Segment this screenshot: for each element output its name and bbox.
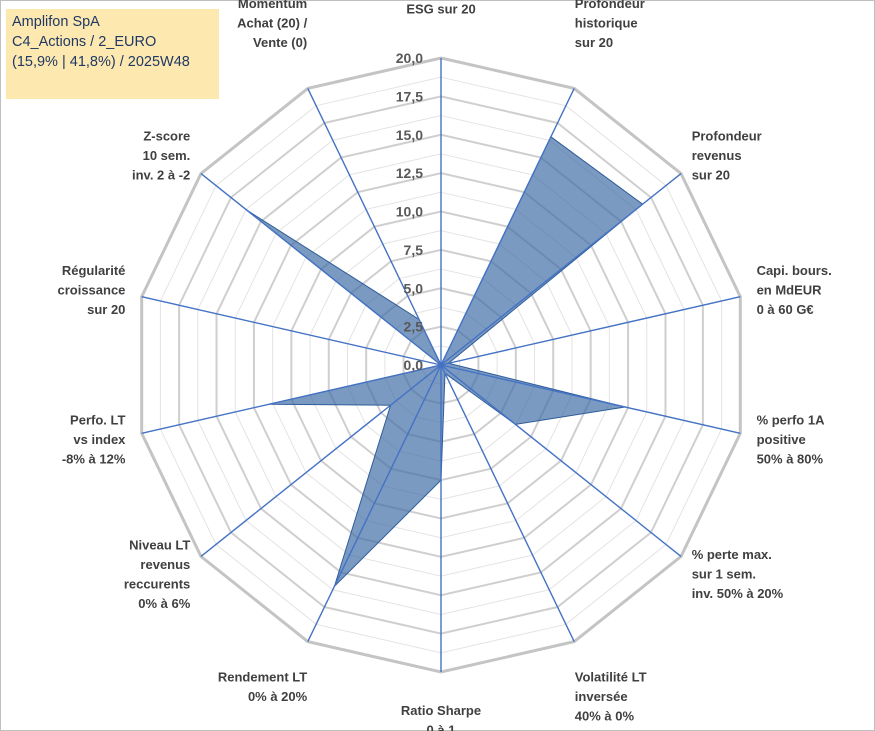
axis-label-line: % perte max. (692, 547, 772, 562)
axis-label-line: Momentum (238, 0, 307, 11)
axis-label-line: 0 à 1 (427, 723, 456, 731)
spoke-axis (440, 173, 682, 366)
axis-label: Perfo. LT vs index -8% à 12% (62, 413, 126, 467)
axis-label-line: 0% à 6% (138, 596, 190, 611)
tick-label: 10,0 (396, 204, 423, 220)
axis-label: Ratio Sharpe 0 à 1 (401, 703, 481, 731)
company-name: Amplifon SpA (12, 14, 100, 30)
axis-label-line: 40% à 0% (575, 709, 635, 724)
axis-label: Profondeur historique sur 20 (575, 0, 645, 50)
spoke-axis (307, 364, 442, 642)
axis-label: Régularité croissance sur 20 (57, 263, 125, 317)
axis-label-line: Profondeur (692, 128, 762, 143)
axis-label-line: Rendement LT (218, 670, 307, 685)
axis-label-line: sur 20 (692, 167, 730, 182)
tick-label: 7,5 (404, 242, 424, 258)
axis-label-line: inv. 2 à -2 (132, 167, 190, 182)
axis-label: Volatilité LT inversée 40% à 0% (575, 670, 647, 724)
axis-label-line: inv. 50% à 20% (692, 586, 784, 601)
axis-label: % perte max. sur 1 sem. inv. 50% à 20% (692, 547, 784, 601)
tick-label: 20,0 (396, 50, 423, 66)
axis-label-line: Régularité (62, 263, 126, 278)
axis-label: Momentum Achat (20) / Vente (0) (237, 0, 307, 50)
axis-label-line: reccurents (124, 576, 190, 591)
tick-label: 15,0 (396, 127, 423, 143)
axis-label-line: Volatilité LT (575, 670, 647, 685)
spoke-axis (440, 364, 741, 434)
axis-label: Capi. bours. en MdEUR 0 à 60 G€ (757, 263, 832, 317)
chart-title-box: Amplifon SpA C4_Actions / 2_EURO (15,9% … (6, 9, 219, 99)
spoke-axis (200, 173, 442, 366)
axis-label-line: croissance (57, 282, 125, 297)
tick-label: 2,5 (404, 319, 424, 335)
axis-label: % perfo 1A positive 50% à 80% (757, 413, 826, 467)
axis-label-line: Profondeur (575, 0, 645, 11)
axis-label-line: 50% à 80% (757, 452, 824, 467)
axis-label-line: revenus (140, 557, 190, 572)
axis-label: Niveau LT revenus reccurents 0% à 6% (124, 537, 191, 611)
axis-label-line: Z-score (143, 128, 190, 143)
tick-label: 12,5 (396, 165, 423, 181)
axis-label: Rendement LT 0% à 20% (218, 670, 308, 705)
axis-label-line: 0% à 20% (248, 689, 308, 704)
spoke-axis (440, 296, 741, 366)
spoke-axis (440, 88, 575, 366)
axis-label: Z-score 10 sem. inv. 2 à -2 (132, 128, 190, 182)
axis-label-line: vs index (73, 432, 126, 447)
stats-label: (15,9% | 41,8%) / 2025W48 (12, 54, 190, 70)
axis-label-line: 10 sem. (143, 148, 191, 163)
axis-label-line: sur 20 (87, 302, 125, 317)
axis-label-line: Ratio Sharpe (401, 703, 481, 718)
axis-label-line: revenus (692, 148, 742, 163)
axis-label-line: Perfo. LT (70, 413, 125, 428)
axis-label-line: en MdEUR (757, 282, 823, 297)
axis-label-line: positive (757, 432, 806, 447)
axis-label-line: -8% à 12% (62, 452, 126, 467)
spoke-axis (141, 296, 442, 366)
tick-label: 0,0 (404, 357, 424, 373)
axis-label: NoteESG sur 20 (406, 0, 475, 17)
category-label: C4_Actions / 2_EURO (12, 34, 157, 50)
spoke-axis (141, 364, 442, 434)
axis-label-line: sur 20 (575, 35, 613, 50)
spoke-axis (200, 364, 442, 557)
axis-label-line: Niveau LT (129, 537, 190, 552)
tick-label: 5,0 (404, 280, 424, 296)
axis-label-line: Achat (20) / (237, 15, 307, 30)
axis-label-line: Capi. bours. (757, 263, 832, 278)
tick-label: 17,5 (396, 88, 423, 104)
spoke-axis (440, 364, 575, 642)
axis-label-line: historique (575, 15, 638, 30)
axis-label-line: % perfo 1A (757, 413, 826, 428)
spoke-axis (307, 88, 442, 366)
axis-label-line: sur 1 sem. (692, 567, 756, 582)
axis-label-line: 0 à 60 G€ (757, 302, 814, 317)
axis-label: Profondeur revenus sur 20 (692, 128, 762, 182)
spoke-axis (440, 364, 682, 557)
axis-label-line: ESG sur 20 (406, 2, 475, 17)
axis-label-line: Vente (0) (253, 35, 307, 50)
axis-label-line: inversée (575, 689, 628, 704)
